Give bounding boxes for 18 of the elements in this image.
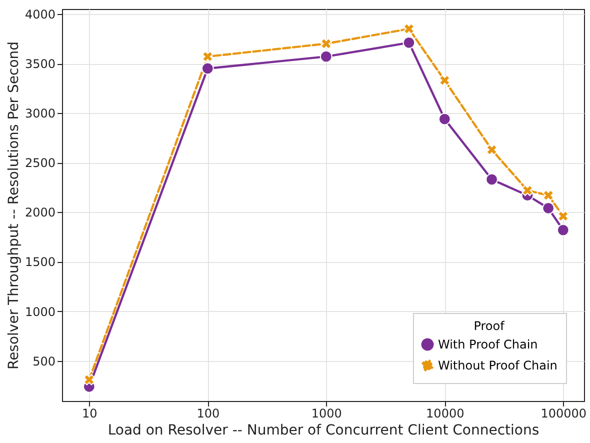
y-tick-label: 4000 [24, 7, 56, 22]
x-tick-label: 100000 [540, 406, 587, 420]
legend-label: Without Proof Chain [438, 358, 558, 372]
y-axis-title: Resolver Throughput -- Resolutions Per Second [6, 41, 22, 370]
y-tick-label: 3000 [24, 106, 56, 121]
y-tick-label: 2500 [24, 156, 56, 170]
y-tick-label: 1000 [24, 304, 56, 319]
y-tick-label: 500 [32, 354, 56, 368]
x-tick-label: 100 [196, 406, 220, 420]
legend-title: Proof [474, 319, 506, 333]
y-tick-label: 1500 [24, 255, 56, 270]
x-axis-title: Load on Resolver -- Number of Concurrent Client Connections [108, 422, 540, 438]
legend-label: With Proof Chain [438, 338, 538, 352]
y-tick-label: 2000 [24, 206, 56, 220]
x-tick-label: 10000 [426, 406, 464, 420]
x-tick-label: 1000 [311, 406, 342, 420]
y-tick-label: 3500 [24, 57, 56, 72]
x-tick-label: 10 [82, 406, 98, 420]
